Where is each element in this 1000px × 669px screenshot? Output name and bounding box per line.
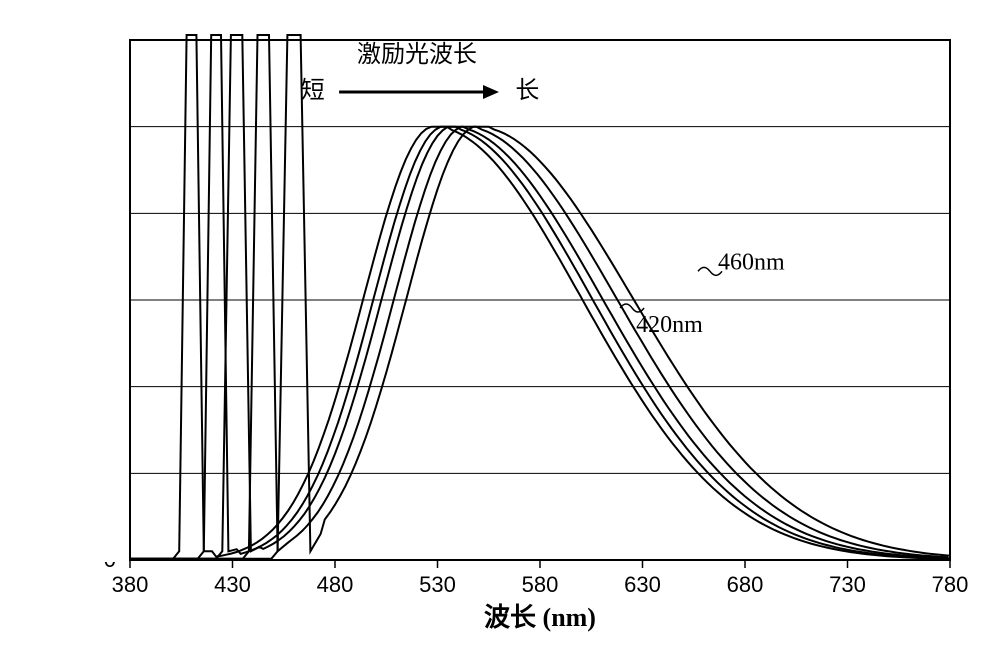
xtick-label: 780 <box>932 572 969 597</box>
annot-420: 420nm <box>636 312 703 338</box>
xtick-label: 680 <box>727 572 764 597</box>
xtick-label: 630 <box>624 572 661 597</box>
chart-svg: 38043048053058063068073078000.20.40.60.8… <box>20 20 980 649</box>
xtick-label: 430 <box>214 572 251 597</box>
excitation-title: 激励光波长 <box>357 41 477 68</box>
xtick-label: 730 <box>829 572 866 597</box>
spectrum-chart: 38043048053058063068073078000.20.40.60.8… <box>20 20 980 649</box>
xtick-label: 530 <box>419 572 456 597</box>
long-label: 长 <box>515 77 539 104</box>
annot-460: 460nm <box>718 249 785 275</box>
xtick-label: 480 <box>317 572 354 597</box>
series-3 <box>130 35 948 559</box>
x-axis-title: 波长 (nm) <box>484 603 596 632</box>
xtick-label: 380 <box>112 572 149 597</box>
short-label: 短 <box>301 77 325 104</box>
arrow-head-icon <box>483 85 499 99</box>
xtick-label: 580 <box>522 572 559 597</box>
